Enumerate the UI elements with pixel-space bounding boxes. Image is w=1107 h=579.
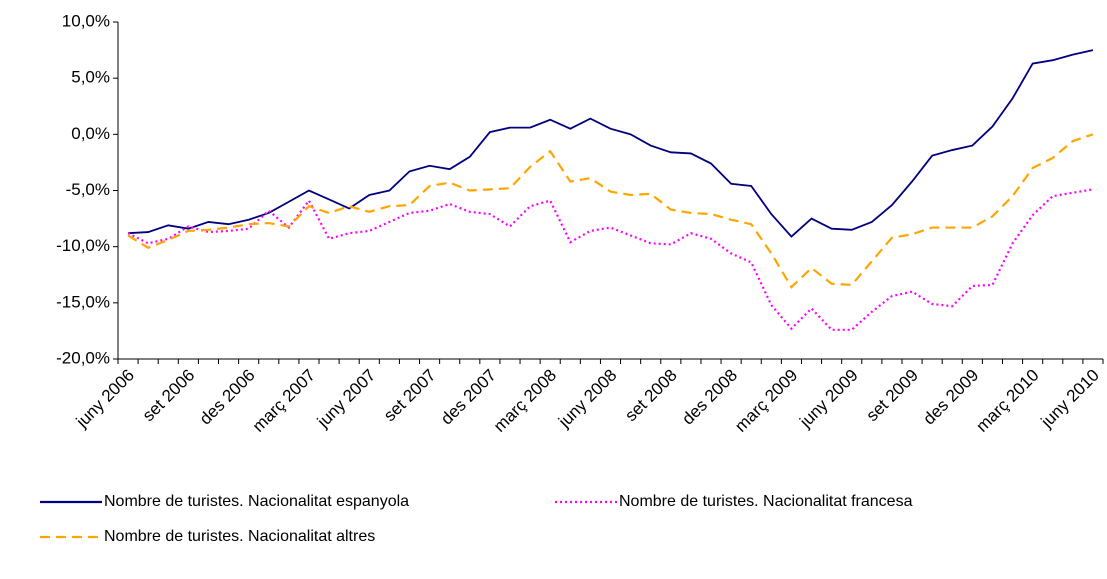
y-tick-label: -15,0%	[56, 292, 110, 311]
x-tick-label: des 2006	[196, 366, 259, 429]
x-tick-label: març 2010	[972, 366, 1042, 436]
x-tick-label: set 2007	[380, 366, 440, 426]
x-tick-label: juny 2010	[1037, 366, 1103, 432]
series-line	[128, 49, 1094, 238]
x-tick-label: juny 2006	[72, 366, 138, 432]
x-tick-label: des 2008	[678, 366, 741, 429]
x-tick-label: juny 2007	[313, 366, 379, 432]
series-line	[127, 133, 1094, 289]
legend-label: Nombre de turistes. Nacionalitat frances…	[619, 493, 913, 510]
series-line	[127, 188, 1094, 331]
y-tick-label: 0,0%	[71, 124, 110, 143]
legend-label: Nombre de turistes. Nacionalitat espanyo…	[104, 493, 409, 510]
x-tick-label: març 2008	[490, 366, 560, 436]
legend-label: Nombre de turistes. Nacionalitat altres	[104, 528, 375, 545]
x-tick-label: des 2009	[919, 366, 982, 429]
x-tick-label: set 2009	[862, 366, 922, 426]
y-tick-label: 10,0%	[62, 11, 110, 30]
x-tick-label: juny 2008	[554, 366, 620, 432]
x-tick-label: des 2007	[437, 366, 500, 429]
x-tick-label: març 2007	[249, 366, 319, 436]
y-tick-label: -5,0%	[66, 180, 110, 199]
x-tick-label: març 2009	[731, 366, 801, 436]
y-tick-label: -20,0%	[56, 348, 110, 367]
y-tick-label: 5,0%	[71, 68, 110, 87]
y-tick-label: -10,0%	[56, 236, 110, 255]
x-tick-label: set 2008	[621, 366, 681, 426]
x-tick-label: juny 2009	[795, 366, 861, 432]
x-tick-label: set 2006	[139, 366, 199, 426]
